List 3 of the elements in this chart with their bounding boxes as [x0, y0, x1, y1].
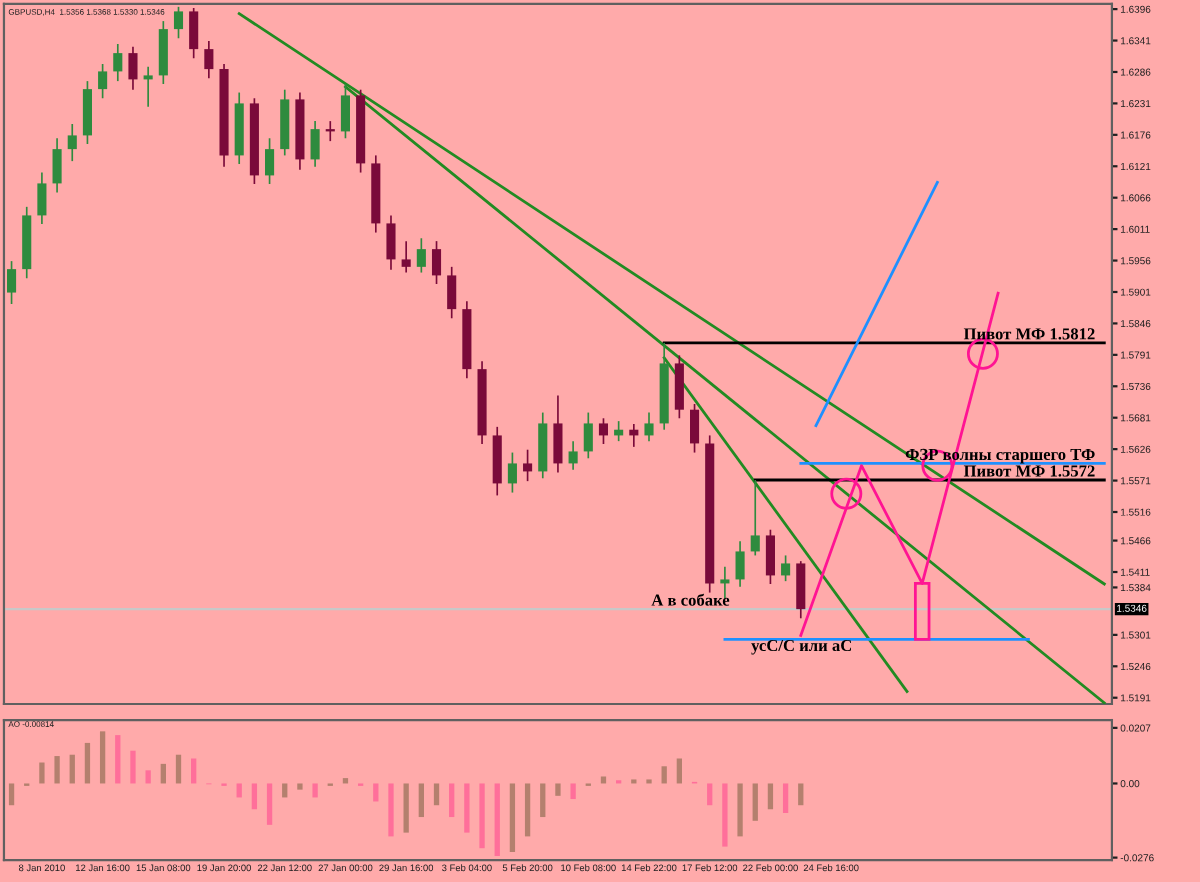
annotation: А в собаке — [651, 593, 730, 606]
annotation: Пивот МФ 1.5572 — [963, 465, 1095, 477]
annotation: усС/С или аС — [751, 639, 851, 655]
